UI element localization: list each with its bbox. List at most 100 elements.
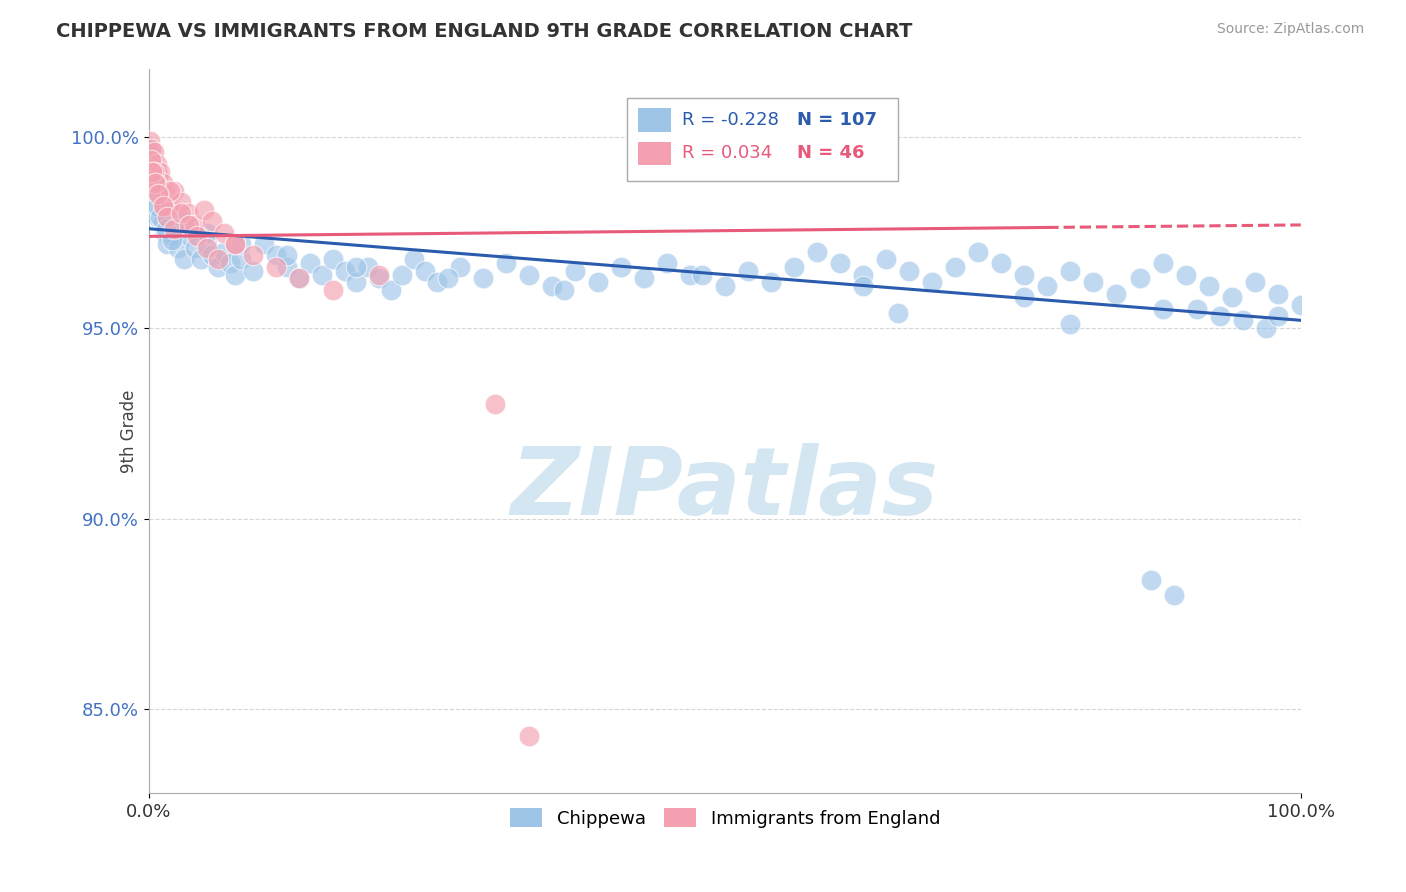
- Point: [160, 233, 183, 247]
- Point: [170, 195, 193, 210]
- Point: [184, 218, 207, 232]
- Point: [142, 164, 165, 178]
- Point: [852, 268, 875, 282]
- Point: [190, 252, 212, 267]
- Point: [1152, 256, 1174, 270]
- Point: [806, 244, 828, 259]
- Point: [921, 275, 943, 289]
- Point: [212, 244, 235, 259]
- Point: [368, 268, 391, 282]
- Point: [148, 187, 170, 202]
- Point: [449, 260, 471, 274]
- Point: [141, 157, 163, 171]
- Point: [201, 214, 224, 228]
- Point: [553, 283, 575, 297]
- Point: [276, 260, 298, 274]
- Point: [179, 229, 201, 244]
- Point: [207, 260, 229, 274]
- Point: [141, 142, 163, 156]
- Text: R = -0.228: R = -0.228: [682, 111, 779, 129]
- Point: [218, 256, 240, 270]
- Point: [898, 263, 921, 277]
- Legend: Chippewa, Immigrants from England: Chippewa, Immigrants from England: [502, 801, 948, 835]
- Point: [229, 252, 252, 267]
- Point: [1036, 279, 1059, 293]
- Point: [472, 271, 495, 285]
- Point: [179, 218, 201, 232]
- Point: [145, 172, 167, 186]
- Point: [141, 157, 163, 171]
- Point: [148, 179, 170, 194]
- Point: [1243, 275, 1265, 289]
- Point: [163, 221, 186, 235]
- Point: [159, 218, 181, 232]
- Point: [195, 226, 218, 240]
- Point: [152, 199, 174, 213]
- Point: [679, 268, 702, 282]
- Point: [1220, 290, 1243, 304]
- Point: [193, 202, 215, 217]
- Point: [943, 260, 966, 274]
- Point: [357, 260, 380, 274]
- Bar: [638, 142, 671, 165]
- Text: N = 107: N = 107: [797, 111, 877, 129]
- Point: [541, 279, 564, 293]
- Point: [177, 206, 200, 220]
- Point: [737, 263, 759, 277]
- Point: [170, 206, 193, 220]
- Point: [759, 275, 782, 289]
- Point: [299, 256, 322, 270]
- FancyBboxPatch shape: [627, 97, 897, 181]
- Point: [311, 268, 333, 282]
- Point: [201, 248, 224, 262]
- Point: [146, 157, 169, 171]
- Point: [633, 271, 655, 285]
- Point: [143, 176, 166, 190]
- Point: [783, 260, 806, 274]
- Point: [495, 256, 517, 270]
- Point: [145, 176, 167, 190]
- Point: [1163, 588, 1185, 602]
- Point: [391, 268, 413, 282]
- Point: [253, 237, 276, 252]
- Point: [517, 268, 540, 282]
- Point: [142, 145, 165, 160]
- Text: ZIPatlas: ZIPatlas: [510, 443, 939, 535]
- Bar: [638, 109, 671, 132]
- Point: [1105, 286, 1128, 301]
- Point: [166, 241, 188, 255]
- Point: [153, 199, 176, 213]
- Point: [156, 211, 179, 225]
- Point: [714, 279, 737, 293]
- Point: [333, 263, 356, 277]
- Y-axis label: 9th Grade: 9th Grade: [120, 389, 138, 473]
- Point: [195, 241, 218, 255]
- Point: [184, 241, 207, 255]
- Point: [287, 271, 309, 285]
- Point: [229, 237, 252, 252]
- Point: [586, 275, 609, 289]
- Point: [163, 184, 186, 198]
- Point: [1014, 268, 1036, 282]
- Point: [159, 199, 181, 213]
- Point: [141, 169, 163, 183]
- Point: [156, 237, 179, 252]
- Point: [186, 229, 208, 244]
- Point: [1232, 313, 1254, 327]
- Point: [148, 187, 170, 202]
- Point: [1140, 573, 1163, 587]
- Point: [1289, 298, 1312, 312]
- Point: [145, 199, 167, 213]
- Point: [207, 252, 229, 267]
- Point: [1014, 290, 1036, 304]
- Point: [149, 211, 172, 225]
- Text: R = 0.034: R = 0.034: [682, 145, 772, 162]
- Text: N = 46: N = 46: [797, 145, 865, 162]
- Point: [828, 256, 851, 270]
- Point: [322, 283, 344, 297]
- Point: [148, 169, 170, 183]
- Point: [143, 184, 166, 198]
- Point: [139, 134, 162, 148]
- Point: [287, 271, 309, 285]
- Point: [1185, 301, 1208, 316]
